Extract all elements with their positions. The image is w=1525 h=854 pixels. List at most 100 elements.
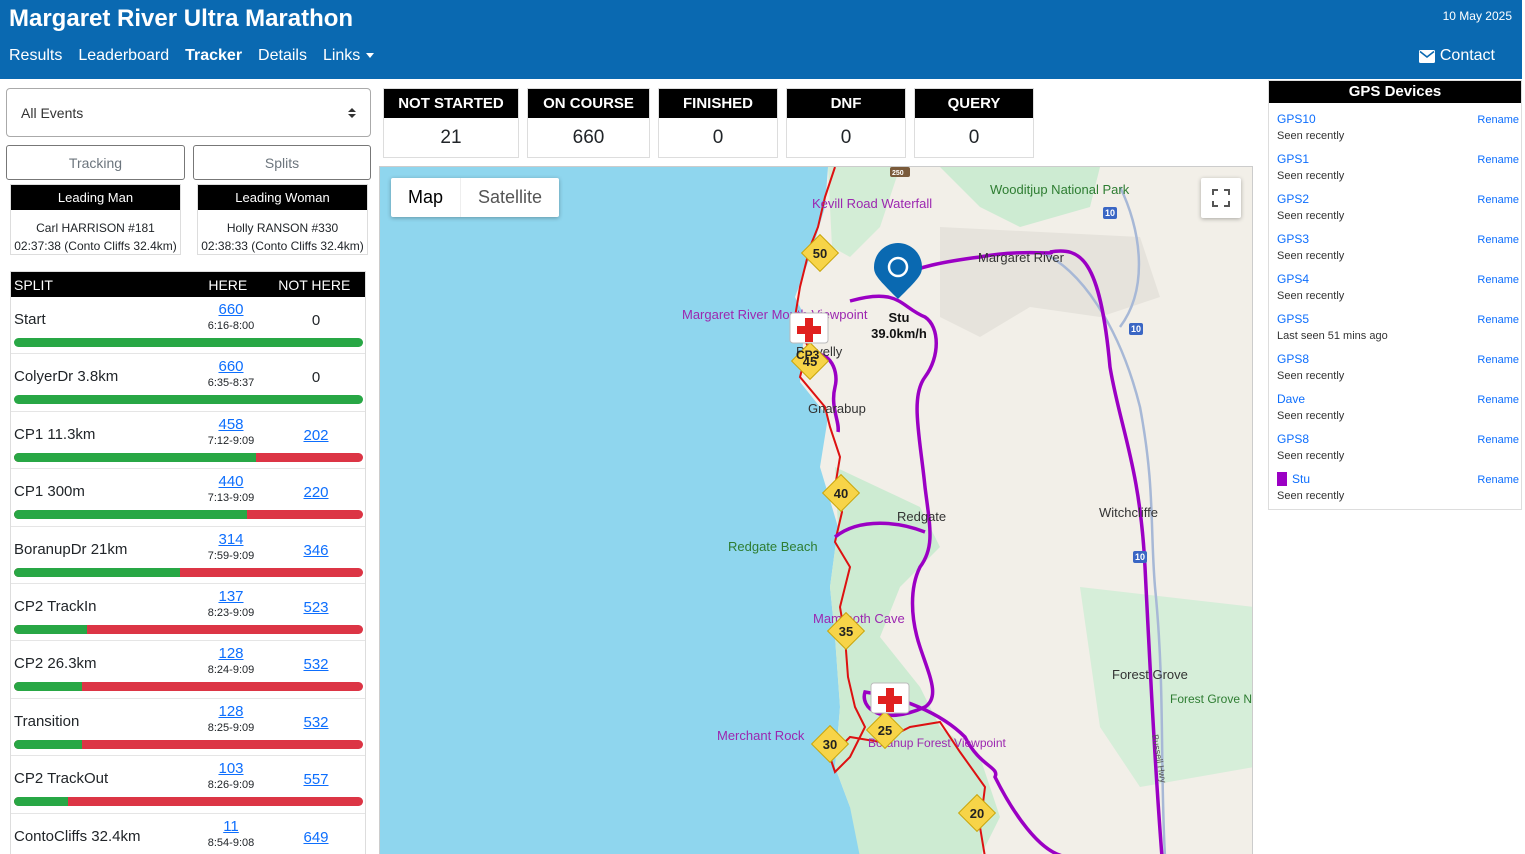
split-progress-bar [14, 338, 363, 347]
status-on-course: ON COURSE 660 [527, 88, 650, 158]
gps-device-name-text: GPS8 [1277, 432, 1310, 446]
leading-man-name: Carl HARRISON #181 [36, 221, 155, 235]
rename-link[interactable]: Rename [1477, 394, 1519, 406]
km-marker[interactable]: 35 [826, 611, 866, 651]
checkpoint-cp2[interactable] [870, 682, 910, 714]
split-name: BoranupDr 21km [14, 540, 128, 558]
split-here-count-link[interactable]: 314 [218, 530, 244, 548]
km-marker[interactable]: 30 [810, 724, 850, 764]
rename-link[interactable]: Rename [1477, 314, 1519, 326]
map-canvas[interactable]: Kevill Road Waterfall Wooditjup National… [380, 167, 1253, 854]
split-not-here-count[interactable]: 346 [303, 541, 329, 559]
tracker-map[interactable]: Kevill Road Waterfall Wooditjup National… [379, 166, 1253, 854]
event-filter-select[interactable]: All Events [6, 88, 371, 137]
leading-man-detail: 02:37:38 (Conto Cliffs 32.4km) [14, 239, 177, 253]
nav-links-dropdown[interactable]: Links [322, 47, 375, 65]
split-not-here-count[interactable]: 532 [303, 656, 329, 674]
gps-device-status: Seen recently [1277, 450, 1345, 462]
split-here: 458 7:12-9:09 [193, 415, 269, 448]
tracking-button[interactable]: Tracking [6, 145, 185, 180]
nav-details[interactable]: Details [258, 47, 307, 64]
splits-button[interactable]: Splits [193, 145, 371, 180]
split-here-count-link[interactable]: 137 [218, 587, 244, 605]
gps-device-name[interactable]: GPS2 [1277, 192, 1309, 206]
split-progress-bar [14, 510, 363, 520]
gps-device-name-text: GPS10 [1277, 112, 1316, 126]
map-type-map-button[interactable]: Map [391, 178, 462, 217]
gps-device-name-text: GPS8 [1277, 352, 1310, 366]
split-here-count-link[interactable]: 103 [218, 760, 244, 778]
gps-device-list: GPS10 Seen recently Rename GPS1 Seen recentl… [1269, 103, 1521, 503]
split-here-count-link[interactable]: 660 [218, 301, 244, 318]
km-marker[interactable]: 40 [821, 473, 861, 513]
split-progress-fill [14, 567, 181, 577]
split-not-here-count[interactable]: 557 [303, 771, 329, 789]
km-marker[interactable]: 50 [800, 233, 840, 273]
split-time-range: 8:25-9:09 [207, 721, 255, 734]
nav-leaderboard[interactable]: Leaderboard [78, 47, 170, 64]
split-here-count-link[interactable]: 660 [218, 358, 244, 376]
split-name: ColyerDr 3.8km [14, 368, 119, 386]
split-row: ColyerDr 3.8km 660 6:35-8:37 0 [11, 354, 365, 412]
split-here-count-link[interactable]: 11 [223, 817, 239, 835]
split-not-here-count[interactable]: 220 [303, 484, 329, 502]
site-title[interactable]: Margaret River Ultra Marathon [9, 5, 354, 32]
nav-links-label: Links [322, 47, 361, 64]
split-name: CP2 26.3km [14, 655, 97, 673]
split-not-here-count[interactable]: 532 [303, 713, 329, 731]
gps-device-name[interactable]: Dave [1277, 392, 1305, 406]
split-not-here-count[interactable]: 649 [303, 828, 329, 846]
split-progress-bar [14, 567, 363, 577]
leading-woman-card: Leading Woman Holly RANSON #330 02:38:33… [197, 184, 368, 255]
rename-link[interactable]: Rename [1477, 234, 1519, 246]
park-area [828, 167, 900, 257]
rename-link[interactable]: Rename [1477, 354, 1519, 366]
contact-link[interactable]: Contact [1418, 47, 1495, 65]
gps-device-name-text: Dave [1277, 392, 1306, 406]
split-row: CP1 300m 440 7:13-9:09 220 [11, 469, 365, 527]
tracker-pin[interactable]: Stu 39.0km/h [871, 243, 927, 341]
main-nav: Results Leaderboard Tracker Details Link… [9, 47, 375, 65]
gps-devices-title: GPS Devices [1269, 81, 1521, 103]
km-marker[interactable]: 45 [790, 341, 830, 381]
gps-device-status: Seen recently [1277, 490, 1345, 502]
gps-device-status: Seen recently [1277, 170, 1345, 182]
gps-device-name[interactable]: GPS3 [1277, 232, 1309, 246]
leading-woman-name: Holly RANSON #330 [226, 221, 339, 235]
gps-device-name[interactable]: GPS8 [1277, 352, 1309, 366]
rename-link[interactable]: Rename [1477, 114, 1519, 126]
nav-tracker[interactable]: Tracker [185, 47, 243, 64]
fullscreen-button[interactable] [1201, 178, 1241, 218]
gps-device-name[interactable]: GPS5 [1277, 312, 1309, 326]
split-here-count-link[interactable]: 440 [218, 473, 244, 491]
park-area [830, 467, 1000, 854]
km-marker[interactable]: 25 [865, 710, 905, 750]
split-here-count-link[interactable]: 128 [218, 702, 244, 720]
split-progress-bar [14, 624, 363, 634]
rename-link[interactable]: Rename [1477, 474, 1519, 486]
gps-device-name[interactable]: GPS1 [1277, 152, 1309, 166]
split-here-count-link[interactable]: 128 [218, 645, 244, 663]
place-label: Forest Grove National Park [1170, 692, 1253, 706]
splits-table-header: SPLIT HERE NOT HERE [11, 272, 365, 297]
map-type-satellite-button[interactable]: Satellite [478, 187, 543, 207]
gps-device-item: GPS4 Seen recently Rename [1269, 263, 1521, 303]
gps-device-name[interactable]: Stu [1277, 472, 1310, 486]
rename-link[interactable]: Rename [1477, 154, 1519, 166]
gps-device-name[interactable]: GPS8 [1277, 432, 1309, 446]
gps-device-name[interactable]: GPS10 [1277, 112, 1316, 126]
split-progress-fill [14, 739, 82, 749]
km-marker[interactable]: 20 [957, 793, 997, 833]
split-not-here-count[interactable]: 523 [303, 598, 329, 616]
rename-link[interactable]: Rename [1477, 434, 1519, 446]
nav-results[interactable]: Results [9, 47, 63, 64]
split-not-here-count[interactable]: 202 [303, 426, 329, 444]
gps-device-name[interactable]: GPS4 [1277, 272, 1309, 286]
checkpoint-cp3[interactable]: CP3 [789, 312, 829, 362]
place-label: Witchcliffe [1099, 505, 1158, 520]
split-here-count-link[interactable]: 458 [218, 415, 244, 433]
rename-link[interactable]: Rename [1477, 274, 1519, 286]
road-number: 10 [1135, 552, 1145, 562]
rename-link[interactable]: Rename [1477, 194, 1519, 206]
